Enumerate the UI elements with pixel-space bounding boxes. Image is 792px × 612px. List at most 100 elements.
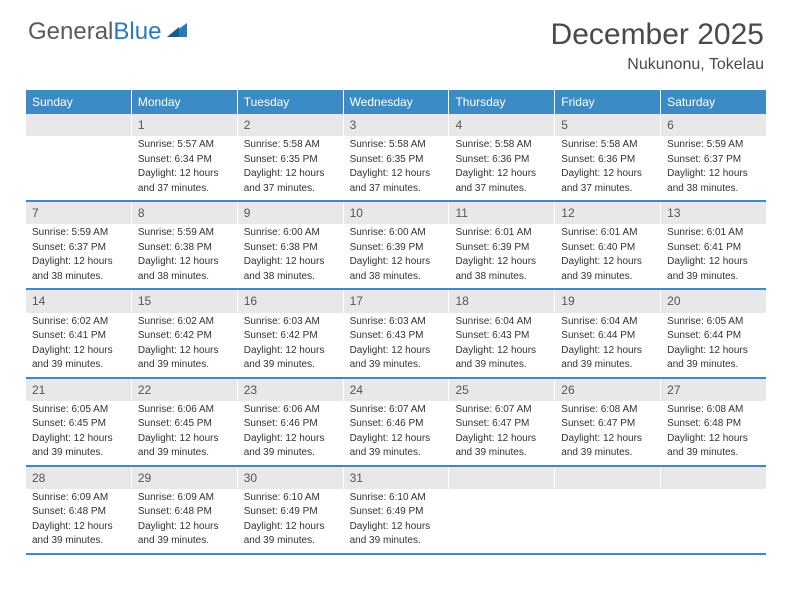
- cell-line: Sunset: 6:35 PM: [350, 153, 443, 167]
- cell-details: Sunrise: 6:01 AMSunset: 6:39 PMDaylight:…: [449, 224, 554, 283]
- cell-details: Sunrise: 6:09 AMSunset: 6:48 PMDaylight:…: [132, 489, 237, 548]
- cell-line: Sunset: 6:38 PM: [244, 241, 337, 255]
- cell-line: Daylight: 12 hours: [244, 167, 337, 181]
- day-number: 19: [555, 290, 660, 312]
- cell-line: Sunset: 6:40 PM: [561, 241, 654, 255]
- calendar-cell: 4Sunrise: 5:58 AMSunset: 6:36 PMDaylight…: [449, 114, 555, 200]
- day-header-cell: Sunday: [26, 90, 132, 114]
- day-number: 22: [132, 379, 237, 401]
- cell-line: Sunrise: 6:02 AM: [138, 315, 231, 329]
- week-row: 7Sunrise: 5:59 AMSunset: 6:37 PMDaylight…: [26, 202, 766, 290]
- cell-line: Sunrise: 6:05 AM: [667, 315, 760, 329]
- day-number: 13: [661, 202, 766, 224]
- calendar-cell: 19Sunrise: 6:04 AMSunset: 6:44 PMDayligh…: [555, 290, 661, 376]
- cell-line: Sunset: 6:41 PM: [667, 241, 760, 255]
- day-number: 23: [238, 379, 343, 401]
- day-number: 20: [661, 290, 766, 312]
- cell-details: Sunrise: 6:06 AMSunset: 6:45 PMDaylight:…: [132, 401, 237, 460]
- cell-details: Sunrise: 6:02 AMSunset: 6:41 PMDaylight:…: [26, 313, 131, 372]
- cell-details: Sunrise: 5:57 AMSunset: 6:34 PMDaylight:…: [132, 136, 237, 195]
- calendar-cell: 20Sunrise: 6:05 AMSunset: 6:44 PMDayligh…: [661, 290, 766, 376]
- cell-line: Daylight: 12 hours: [455, 432, 548, 446]
- cell-line: Daylight: 12 hours: [32, 520, 125, 534]
- cell-line: Daylight: 12 hours: [561, 432, 654, 446]
- calendar-cell: [661, 467, 766, 553]
- calendar-cell: 3Sunrise: 5:58 AMSunset: 6:35 PMDaylight…: [344, 114, 450, 200]
- cell-line: and 39 minutes.: [138, 446, 231, 460]
- cell-line: and 39 minutes.: [138, 534, 231, 548]
- cell-details: Sunrise: 6:10 AMSunset: 6:49 PMDaylight:…: [238, 489, 343, 548]
- cell-line: Sunrise: 5:57 AM: [138, 138, 231, 152]
- cell-details: Sunrise: 6:09 AMSunset: 6:48 PMDaylight:…: [26, 489, 131, 548]
- day-number: 24: [344, 379, 449, 401]
- cell-line: and 39 minutes.: [244, 358, 337, 372]
- cell-line: and 39 minutes.: [561, 446, 654, 460]
- cell-line: and 39 minutes.: [350, 358, 443, 372]
- cell-line: Daylight: 12 hours: [244, 520, 337, 534]
- cell-line: Sunrise: 6:09 AM: [32, 491, 125, 505]
- cell-line: and 39 minutes.: [667, 446, 760, 460]
- calendar-cell: [555, 467, 661, 553]
- header: GeneralBlue December 2025 Nukunonu, Toke…: [0, 0, 792, 82]
- month-title: December 2025: [551, 18, 764, 52]
- cell-details: Sunrise: 6:04 AMSunset: 6:44 PMDaylight:…: [555, 313, 660, 372]
- day-header-cell: Wednesday: [344, 90, 450, 114]
- cell-line: Daylight: 12 hours: [561, 167, 654, 181]
- calendar-cell: 26Sunrise: 6:08 AMSunset: 6:47 PMDayligh…: [555, 379, 661, 465]
- cell-line: and 37 minutes.: [455, 182, 548, 196]
- day-header-cell: Saturday: [661, 90, 766, 114]
- calendar-cell: 8Sunrise: 5:59 AMSunset: 6:38 PMDaylight…: [132, 202, 238, 288]
- day-number: 17: [344, 290, 449, 312]
- cell-line: and 39 minutes.: [561, 270, 654, 284]
- day-number: 7: [26, 202, 131, 224]
- cell-line: Sunset: 6:47 PM: [561, 417, 654, 431]
- cell-line: Sunset: 6:49 PM: [350, 505, 443, 519]
- cell-line: Sunrise: 6:03 AM: [350, 315, 443, 329]
- cell-line: Daylight: 12 hours: [138, 520, 231, 534]
- cell-line: and 39 minutes.: [350, 534, 443, 548]
- calendar-cell: 2Sunrise: 5:58 AMSunset: 6:35 PMDaylight…: [238, 114, 344, 200]
- day-header-cell: Thursday: [449, 90, 555, 114]
- day-number: 14: [26, 290, 131, 312]
- cell-line: and 38 minutes.: [350, 270, 443, 284]
- cell-line: Sunrise: 6:00 AM: [350, 226, 443, 240]
- cell-line: Daylight: 12 hours: [32, 344, 125, 358]
- cell-line: Sunset: 6:45 PM: [138, 417, 231, 431]
- cell-line: Sunrise: 6:07 AM: [455, 403, 548, 417]
- cell-details: Sunrise: 5:58 AMSunset: 6:36 PMDaylight:…: [449, 136, 554, 195]
- cell-line: and 37 minutes.: [350, 182, 443, 196]
- calendar-cell: 10Sunrise: 6:00 AMSunset: 6:39 PMDayligh…: [344, 202, 450, 288]
- title-block: December 2025 Nukunonu, Tokelau: [551, 18, 764, 74]
- day-number: 28: [26, 467, 131, 489]
- cell-details: Sunrise: 6:03 AMSunset: 6:43 PMDaylight:…: [344, 313, 449, 372]
- logo-text-2: Blue: [113, 18, 161, 46]
- cell-line: Daylight: 12 hours: [350, 432, 443, 446]
- cell-details: Sunrise: 5:59 AMSunset: 6:37 PMDaylight:…: [661, 136, 766, 195]
- cell-line: Sunrise: 5:59 AM: [32, 226, 125, 240]
- calendar-cell: 14Sunrise: 6:02 AMSunset: 6:41 PMDayligh…: [26, 290, 132, 376]
- cell-details: Sunrise: 5:58 AMSunset: 6:35 PMDaylight:…: [344, 136, 449, 195]
- day-number: 26: [555, 379, 660, 401]
- day-number: 2: [238, 114, 343, 136]
- cell-line: Sunset: 6:36 PM: [455, 153, 548, 167]
- cell-line: and 38 minutes.: [667, 182, 760, 196]
- cell-line: Sunrise: 6:09 AM: [138, 491, 231, 505]
- calendar-cell: 16Sunrise: 6:03 AMSunset: 6:42 PMDayligh…: [238, 290, 344, 376]
- cell-line: and 39 minutes.: [32, 534, 125, 548]
- cell-details: Sunrise: 6:02 AMSunset: 6:42 PMDaylight:…: [132, 313, 237, 372]
- cell-line: Sunrise: 5:58 AM: [350, 138, 443, 152]
- day-number: 10: [344, 202, 449, 224]
- cell-line: Daylight: 12 hours: [561, 255, 654, 269]
- day-number: [26, 114, 131, 136]
- calendar-cell: 7Sunrise: 5:59 AMSunset: 6:37 PMDaylight…: [26, 202, 132, 288]
- cell-line: Sunrise: 6:04 AM: [561, 315, 654, 329]
- cell-line: Sunrise: 5:59 AM: [667, 138, 760, 152]
- week-row: 14Sunrise: 6:02 AMSunset: 6:41 PMDayligh…: [26, 290, 766, 378]
- cell-line: Daylight: 12 hours: [455, 255, 548, 269]
- cell-line: and 39 minutes.: [455, 446, 548, 460]
- day-number: 27: [661, 379, 766, 401]
- cell-line: and 38 minutes.: [455, 270, 548, 284]
- calendar: SundayMondayTuesdayWednesdayThursdayFrid…: [26, 90, 766, 555]
- calendar-cell: 24Sunrise: 6:07 AMSunset: 6:46 PMDayligh…: [344, 379, 450, 465]
- cell-details: Sunrise: 5:59 AMSunset: 6:38 PMDaylight:…: [132, 224, 237, 283]
